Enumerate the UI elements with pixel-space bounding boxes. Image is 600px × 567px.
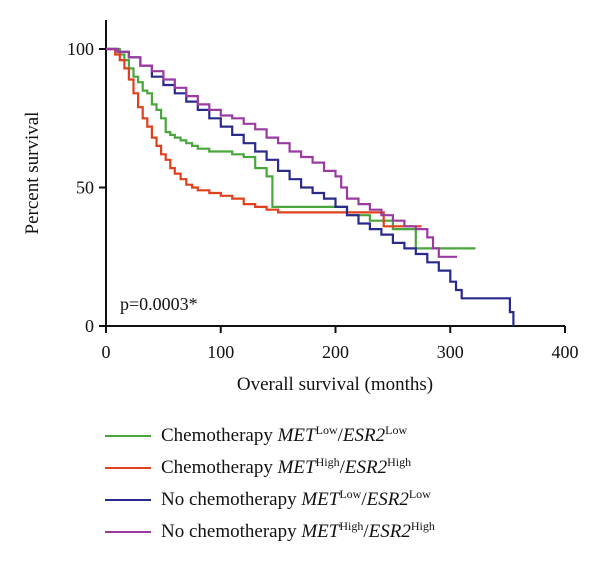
legend-label: No chemotherapy METLow/ESR2Low [161, 487, 431, 510]
x-axis-title: Overall survival (months) [237, 374, 433, 395]
y-tick-label: 100 [67, 39, 94, 59]
legend-swatch [105, 531, 151, 533]
legend-swatch [105, 435, 151, 437]
km-survival-chart: 0 100 200 300 400 0 50 100 Percent survival Ove… [22, 20, 579, 395]
series-line-2 [106, 47, 422, 228]
legend-swatch [105, 467, 151, 469]
legend-item: Chemotherapy METLow/ESR2Low [105, 420, 585, 452]
series-line-3 [106, 47, 515, 326]
series-line-4 [106, 47, 458, 258]
x-tick-label: 200 [322, 342, 349, 362]
x-tick-label: 0 [102, 342, 111, 362]
legend-label: No chemotherapy METHigh/ESR2High [161, 519, 435, 542]
y-tick-label: 0 [85, 316, 94, 336]
legend-item: No chemotherapy METLow/ESR2Low [105, 484, 585, 516]
legend-item: Chemotherapy METHigh/ESR2High [105, 452, 585, 484]
y-axis-title: Percent survival [22, 112, 43, 235]
x-tick-label: 400 [552, 342, 579, 362]
p-value-annotation: p=0.0003* [120, 294, 198, 314]
legend-label: Chemotherapy METHigh/ESR2High [161, 455, 412, 478]
series-line-1 [106, 47, 476, 250]
legend-label: Chemotherapy METLow/ESR2Low [161, 423, 408, 446]
series-lines [106, 47, 515, 326]
legend-swatch [105, 499, 151, 501]
ticks: 0 100 200 300 400 0 50 100 [67, 39, 579, 362]
x-tick-label: 100 [207, 342, 234, 362]
legend: Chemotherapy METLow/ESR2Low Chemotherapy … [105, 420, 585, 548]
legend-item: No chemotherapy METHigh/ESR2High [105, 516, 585, 548]
y-tick-label: 50 [76, 178, 94, 198]
x-tick-label: 300 [437, 342, 464, 362]
